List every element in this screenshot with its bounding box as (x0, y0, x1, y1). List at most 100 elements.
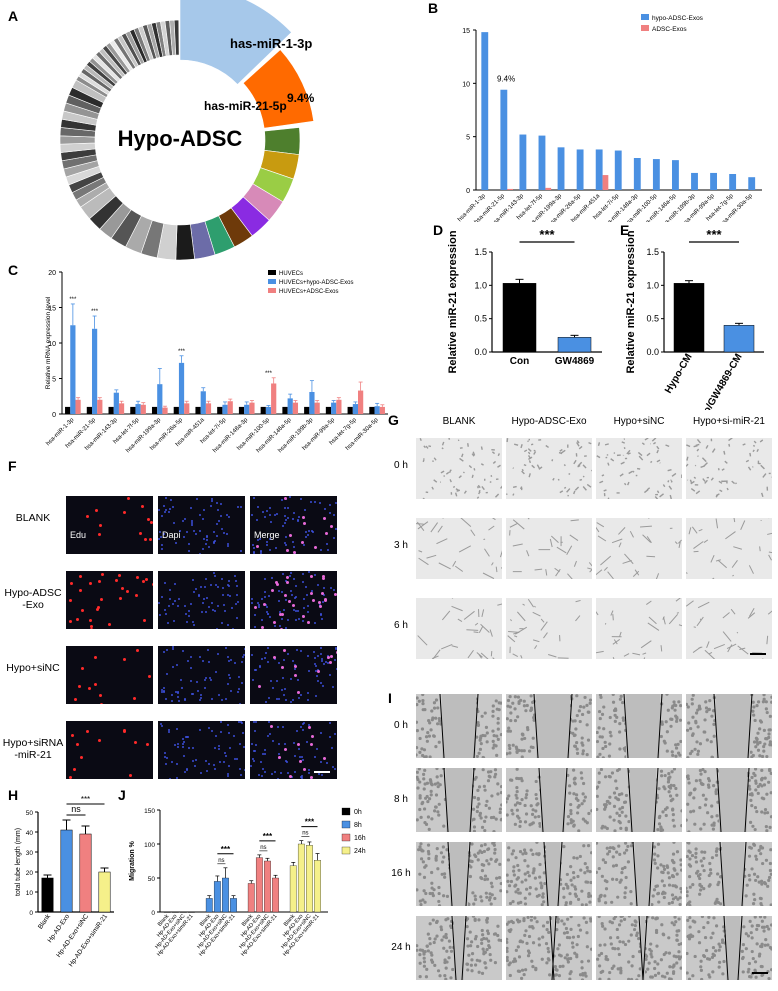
tube-image (596, 438, 682, 499)
row-label: Hypo+siRNA -miR-21 (2, 737, 64, 761)
category-label: Blank (37, 913, 52, 931)
panel-letter-b: B (428, 0, 439, 16)
bar (314, 860, 321, 913)
scale-bar (750, 653, 766, 655)
tube-image (596, 518, 682, 579)
row-label: 0 h (394, 720, 408, 731)
column-label: Hypo+siNC (613, 416, 665, 427)
legend-label: 24h (354, 848, 366, 855)
bar (205, 403, 212, 414)
bar (60, 829, 73, 913)
bar (180, 911, 187, 913)
sig-label: *** (221, 845, 231, 854)
bar (723, 325, 755, 353)
bar (162, 407, 168, 414)
panel-letter-c: C (8, 262, 19, 278)
fluorescence-image (158, 646, 245, 704)
bar (673, 283, 705, 353)
axis-title: Migration % (129, 840, 136, 880)
channel-label: Merge (254, 530, 280, 540)
bar (325, 406, 332, 414)
bar (70, 325, 76, 414)
sig-label: *** (81, 795, 90, 804)
bar-hypo (710, 172, 718, 190)
fluorescence-image (158, 496, 245, 554)
bar (171, 911, 179, 913)
wound-image (686, 768, 772, 832)
sig-label: *** (263, 832, 273, 841)
sig-ns-label: ns (302, 831, 308, 837)
wound-image (596, 768, 682, 832)
tick-label: 100 (144, 842, 155, 849)
fluorescence-image (250, 646, 337, 704)
tube-image (506, 438, 592, 499)
donut-slice-mir1 (179, 0, 292, 85)
legend-label: 8h (354, 822, 362, 829)
tick-label: 5 (466, 135, 470, 142)
bar (75, 399, 81, 414)
wound-image (686, 916, 772, 980)
axis-title: Relative mRNA expression level (45, 296, 52, 389)
sig-ns-label: ns (260, 845, 266, 851)
wound-image (416, 694, 502, 758)
column-label: BLANK (442, 416, 476, 427)
wound-image (596, 842, 682, 906)
bar (244, 404, 250, 414)
tube-image (686, 598, 772, 659)
bar (200, 391, 206, 414)
donut-chart-a: has-miR-1-3p has-miR-21-5p 9.4% Hypo-ADS… (59, 0, 315, 260)
tube-image (416, 598, 502, 659)
tick-label: 50 (148, 876, 156, 883)
sig-ns-label: ns (71, 804, 81, 814)
chart-b: 051015hsa-miR-1-3phsa-miR-21-5phsa-miR-1… (457, 14, 762, 222)
bar (292, 402, 299, 414)
tick-label: 0.0 (646, 347, 659, 357)
legend-label: HUVECs (279, 271, 303, 277)
panel-i-grid: 0 h 8 h 16 h 24 h (386, 690, 778, 991)
row-label: 8 h (394, 794, 408, 805)
chart-e: 0.0 0.5 1.0 1.5 Relative miR-21 expression Hy… (626, 227, 764, 410)
tick-label: 10 (462, 81, 470, 88)
donut-slice (264, 127, 301, 155)
bar (65, 406, 71, 414)
tick-label: 50 (26, 810, 34, 817)
wound-image (506, 694, 592, 758)
row-label: 16 h (391, 868, 411, 879)
bar (86, 406, 92, 414)
axis-title: Relative miR-21 expression (626, 230, 637, 373)
bar (151, 406, 158, 414)
tube-image (506, 598, 592, 659)
legend-label: 0h (354, 809, 362, 816)
channel-label: Edu (70, 530, 87, 540)
bar (379, 406, 385, 414)
fluorescence-image (158, 571, 245, 629)
tick-label: 30 (26, 850, 34, 857)
bar (108, 406, 114, 414)
wound-image (416, 842, 502, 906)
chart-c: 0 5 10 15 20 Relative mRNA expression level **… (45, 270, 388, 454)
donut-label-mir1: has-miR-1-3p (230, 36, 312, 51)
bar (222, 404, 228, 414)
tick-label: 10 (48, 341, 56, 348)
wound-image (506, 768, 592, 832)
chart-d: 0.0 0.5 1.0 1.5 Relative miR-21 expression Co… (447, 227, 602, 374)
legend-swatch (268, 270, 276, 275)
legend-swatch (341, 820, 351, 829)
legend-swatch (341, 833, 351, 842)
bar (91, 328, 98, 414)
bar (502, 283, 537, 353)
fluorescence-image (250, 721, 337, 779)
tube-image (506, 518, 592, 579)
sig-label: *** (69, 297, 77, 303)
bar (113, 392, 119, 414)
tube-image (416, 438, 502, 499)
scale-bar (752, 972, 768, 974)
sig-label: *** (706, 227, 722, 242)
tick-label: 20 (26, 870, 34, 877)
category-label: Hypo/GW4869-CM (692, 352, 745, 410)
bar (306, 845, 313, 913)
wound-image (416, 916, 502, 980)
bar (304, 406, 310, 414)
bar (347, 406, 353, 414)
bar (97, 399, 103, 414)
